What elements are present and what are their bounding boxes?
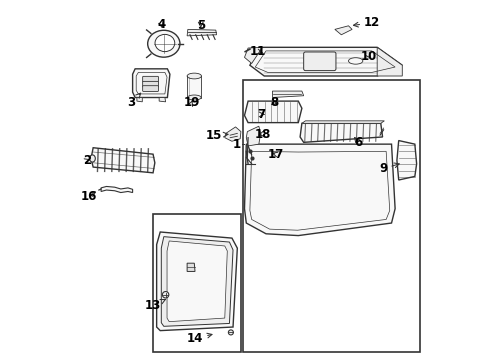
Ellipse shape: [187, 95, 201, 100]
Text: 6: 6: [354, 136, 362, 149]
Text: 1: 1: [232, 138, 241, 150]
Ellipse shape: [162, 292, 168, 298]
Polygon shape: [301, 121, 384, 123]
Polygon shape: [91, 148, 155, 173]
Text: 19: 19: [183, 96, 199, 109]
Polygon shape: [167, 241, 227, 321]
Polygon shape: [137, 98, 142, 102]
Text: 17: 17: [267, 148, 284, 161]
FancyBboxPatch shape: [142, 86, 158, 91]
Text: 16: 16: [80, 190, 97, 203]
FancyBboxPatch shape: [142, 76, 158, 82]
Text: 2: 2: [83, 154, 91, 167]
Text: 15: 15: [205, 129, 227, 142]
Text: 4: 4: [157, 18, 165, 31]
Ellipse shape: [187, 73, 201, 79]
Text: 7: 7: [257, 108, 265, 121]
Polygon shape: [272, 91, 303, 98]
Ellipse shape: [155, 35, 174, 51]
Polygon shape: [244, 47, 262, 63]
Text: 18: 18: [254, 127, 270, 141]
Polygon shape: [187, 30, 216, 36]
Text: 9: 9: [379, 162, 398, 175]
FancyBboxPatch shape: [142, 81, 158, 87]
Text: 13: 13: [144, 299, 165, 312]
Bar: [242, 80, 419, 352]
Polygon shape: [224, 127, 241, 141]
Polygon shape: [249, 47, 402, 76]
Text: 11: 11: [249, 45, 265, 58]
Polygon shape: [244, 144, 394, 235]
Text: 10: 10: [361, 50, 377, 63]
Ellipse shape: [348, 58, 362, 64]
Bar: [153, 214, 241, 352]
Text: 3: 3: [127, 93, 141, 109]
Text: 14: 14: [187, 332, 212, 345]
Polygon shape: [132, 69, 169, 98]
Ellipse shape: [147, 30, 180, 57]
Text: 12: 12: [353, 17, 379, 30]
Ellipse shape: [89, 155, 95, 162]
Polygon shape: [161, 237, 233, 326]
Polygon shape: [159, 98, 165, 102]
FancyBboxPatch shape: [303, 52, 335, 71]
Polygon shape: [396, 140, 416, 180]
Polygon shape: [334, 26, 351, 35]
Polygon shape: [187, 263, 195, 271]
Polygon shape: [244, 101, 301, 123]
Bar: [187, 76, 201, 98]
Polygon shape: [246, 126, 260, 146]
Text: 8: 8: [269, 96, 278, 109]
Polygon shape: [101, 186, 132, 193]
Ellipse shape: [228, 330, 233, 335]
Text: 5: 5: [196, 19, 204, 32]
Polygon shape: [376, 47, 402, 76]
Polygon shape: [300, 123, 382, 142]
Polygon shape: [156, 232, 237, 330]
